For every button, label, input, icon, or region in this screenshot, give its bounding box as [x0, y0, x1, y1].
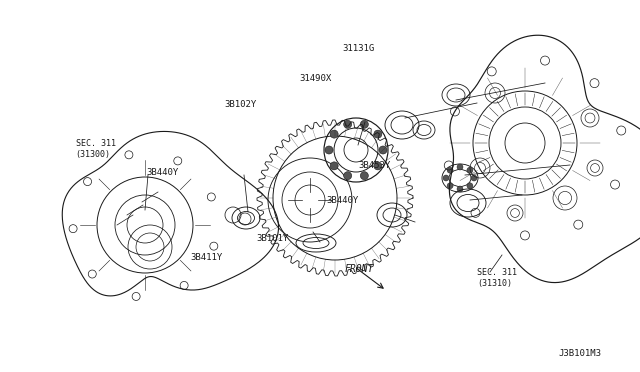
- Circle shape: [374, 130, 382, 138]
- Circle shape: [443, 175, 449, 181]
- Circle shape: [467, 183, 473, 189]
- Circle shape: [344, 172, 351, 180]
- Circle shape: [360, 120, 369, 128]
- Text: 3B102Y: 3B102Y: [224, 100, 256, 109]
- Text: SEC. 311
(31300): SEC. 311 (31300): [76, 139, 115, 159]
- Circle shape: [330, 162, 338, 170]
- Circle shape: [344, 120, 351, 128]
- Circle shape: [379, 146, 387, 154]
- Text: 3B453Y: 3B453Y: [358, 161, 390, 170]
- Circle shape: [360, 172, 369, 180]
- Circle shape: [457, 164, 463, 170]
- Text: FRONT: FRONT: [344, 264, 374, 273]
- Text: 31131G: 31131G: [342, 44, 374, 53]
- Circle shape: [457, 186, 463, 192]
- Text: 3B440Y: 3B440Y: [326, 196, 358, 205]
- Text: 3B101Y: 3B101Y: [256, 234, 288, 243]
- Circle shape: [374, 162, 382, 170]
- Text: 3B411Y: 3B411Y: [191, 253, 223, 262]
- Text: SEC. 311
(31310): SEC. 311 (31310): [477, 268, 517, 288]
- Circle shape: [467, 167, 473, 173]
- Circle shape: [330, 130, 338, 138]
- Text: 31490X: 31490X: [300, 74, 332, 83]
- Circle shape: [471, 175, 477, 181]
- Circle shape: [447, 167, 453, 173]
- Circle shape: [447, 183, 453, 189]
- Text: J3B101M3: J3B101M3: [559, 349, 602, 358]
- Text: 3B440Y: 3B440Y: [146, 169, 178, 177]
- Circle shape: [325, 146, 333, 154]
